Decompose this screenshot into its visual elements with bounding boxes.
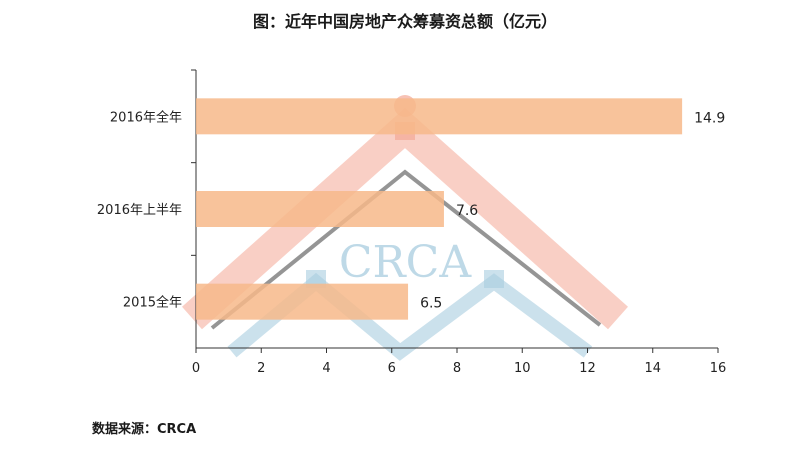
source-note: 数据来源：CRCA <box>92 422 197 437</box>
category-label: 2015全年 <box>123 295 182 311</box>
x-tick-label: 4 <box>322 361 330 376</box>
x-tick-label: 16 <box>710 361 727 376</box>
bar <box>196 98 683 135</box>
x-tick-label: 14 <box>644 361 661 376</box>
x-tick-label: 2 <box>257 361 265 376</box>
data-label: 7.6 <box>456 203 478 219</box>
x-tick-label: 12 <box>579 361 596 376</box>
x-tick-label: 0 <box>192 361 200 376</box>
watermark-text: CRCA <box>339 237 472 288</box>
category-label: 2016年上半年 <box>97 203 182 218</box>
category-label: 2016年全年 <box>110 109 182 125</box>
bar <box>196 191 444 227</box>
x-tick-label: 10 <box>514 361 531 376</box>
chart-title: 图：近年中国房地产众筹募资总额（亿元） <box>252 12 557 31</box>
data-label: 6.5 <box>420 296 442 312</box>
data-label: 14.9 <box>694 110 725 126</box>
x-tick-label: 6 <box>388 361 396 376</box>
x-tick-label: 8 <box>453 361 461 376</box>
bar <box>196 283 409 320</box>
